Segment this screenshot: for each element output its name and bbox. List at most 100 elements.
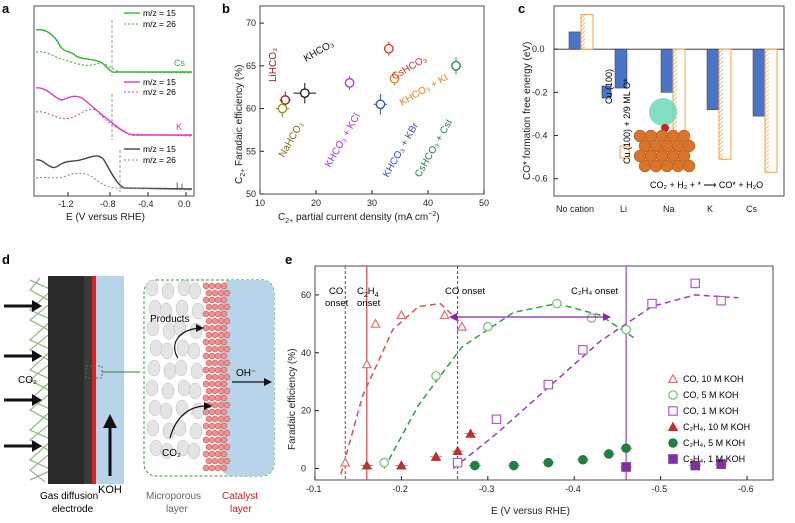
c-bar-hatch	[764, 104, 770, 110]
catalyst-bead	[223, 457, 231, 465]
catalyst-bead	[220, 282, 228, 290]
e-point	[483, 321, 493, 332]
c-bar-hatch	[718, 104, 724, 110]
c-bar-hatch	[764, 132, 770, 138]
cu-atom	[677, 149, 691, 163]
catalyst-bead	[211, 331, 219, 339]
e-point	[604, 449, 614, 459]
pebble	[173, 419, 187, 437]
pebble	[187, 442, 201, 460]
b-xtick-label: 10	[255, 198, 265, 208]
catalyst-bead	[211, 289, 219, 297]
c-bar-cuo	[764, 48, 778, 173]
catalyst-bead	[220, 310, 228, 318]
c-bar-hatch	[580, 30, 586, 35]
c-bar-hatch	[718, 88, 724, 94]
catalyst-bead	[220, 422, 228, 430]
cs-group: m/z = 15 m/z = 26 Cs	[35, 8, 193, 76]
panel-a-xticks: -1.2 -0.8 -0.4 0.0	[58, 192, 191, 209]
catalyst-bead	[223, 415, 231, 423]
cs-label: Cs	[174, 58, 185, 68]
catalyst-bead	[202, 394, 210, 402]
pebble	[145, 279, 159, 297]
catalyst-bead	[217, 401, 225, 409]
c-bar-hatch	[718, 144, 724, 150]
panel-a-xtick-1: -0.8	[100, 199, 116, 209]
catalyst-bead	[214, 408, 222, 416]
catalyst-bead	[202, 380, 210, 388]
c-bar-hatch	[580, 18, 586, 23]
c-bar-hatch	[764, 76, 770, 82]
c-bar-hatch	[764, 136, 770, 142]
c-bar-hatch	[580, 38, 586, 43]
c-bar-hatch	[718, 96, 724, 102]
panel-a: a m/z = 15 m/z = 26 Cs m/z = 15 m/z = 26…	[2, 1, 195, 223]
c-bar-hatch	[718, 64, 724, 70]
e-point	[379, 457, 389, 468]
catalyst-bead	[211, 415, 219, 423]
e-xtick-label: -0.2	[392, 484, 408, 494]
c2h4-onset-left-2: onset	[357, 298, 381, 309]
catalyst-bead	[217, 457, 225, 465]
catalyst-bead	[202, 422, 210, 430]
catalyst-bead	[208, 324, 216, 332]
catalyst-bead	[208, 450, 216, 458]
catalyst-bead	[205, 289, 213, 297]
k-group: m/z = 15 m/z = 26 K	[35, 77, 193, 140]
b-point	[389, 73, 400, 84]
e-legend-marker	[667, 373, 679, 383]
catalyst-bead	[214, 380, 222, 388]
catalyst-bead	[220, 436, 228, 444]
e-point	[690, 460, 701, 471]
catalyst-bead	[220, 366, 228, 374]
catalyst-bead	[208, 422, 216, 430]
catalyst-bead	[205, 345, 213, 353]
catalyst-bead	[202, 450, 210, 458]
c-bar-hatch	[764, 100, 770, 106]
e-point	[578, 454, 588, 465]
c-bar-hatch	[718, 116, 724, 122]
zoom-electrolyte	[220, 280, 274, 476]
e-ytick-label: 20	[301, 406, 311, 416]
pebble	[191, 302, 205, 320]
catalyst-bead	[214, 282, 222, 290]
products-label: Products	[150, 314, 189, 325]
catalyst-bead	[208, 296, 216, 304]
pebble	[177, 379, 191, 397]
catalyst-label-1: Catalyst	[222, 491, 258, 502]
pebble	[162, 322, 176, 340]
pebble	[188, 282, 202, 300]
catalyst-bead	[202, 366, 210, 374]
c-bar-hatch	[672, 88, 678, 94]
c-bar-hatch	[672, 84, 678, 90]
pebble	[175, 399, 189, 417]
catalyst-bead	[223, 317, 231, 325]
pebble	[190, 362, 204, 380]
catalyst-bead	[223, 373, 231, 381]
c-bar-hatch	[764, 164, 770, 170]
c-bar-hatch	[718, 52, 724, 58]
e-legend-marker	[668, 454, 678, 464]
e-point	[621, 462, 631, 472]
co-onset-label: CO onset	[445, 286, 485, 297]
catalyst-bead	[205, 373, 213, 381]
catalyst-bead	[211, 387, 219, 395]
panel-e-fits	[340, 294, 739, 475]
panel-e-legend: CO, 10 M KOH CO, 5 M KOH CO, 1 M KOH C₂H…	[667, 373, 750, 464]
catalyst-bead	[217, 443, 225, 451]
catalyst-bead	[214, 422, 222, 430]
koh-label: KOH	[98, 484, 122, 496]
micro-label-1: Microporous	[146, 491, 201, 502]
cs-mz15-curve	[35, 28, 192, 73]
e-legend-marker	[668, 438, 678, 448]
b-ytick-label: 70	[246, 18, 256, 28]
e-xtick-label: -0.6	[738, 484, 754, 494]
e-point	[586, 313, 597, 323]
b-xtick-label: 40	[423, 198, 433, 208]
c-ytick-label: -0.4	[532, 131, 548, 141]
catalyst-bead	[223, 331, 231, 339]
e-ytick-label: 40	[301, 348, 311, 358]
c-bar-hatch	[764, 56, 770, 62]
onset-span-arrow	[449, 313, 611, 321]
co2-inner-arrow	[169, 405, 207, 439]
